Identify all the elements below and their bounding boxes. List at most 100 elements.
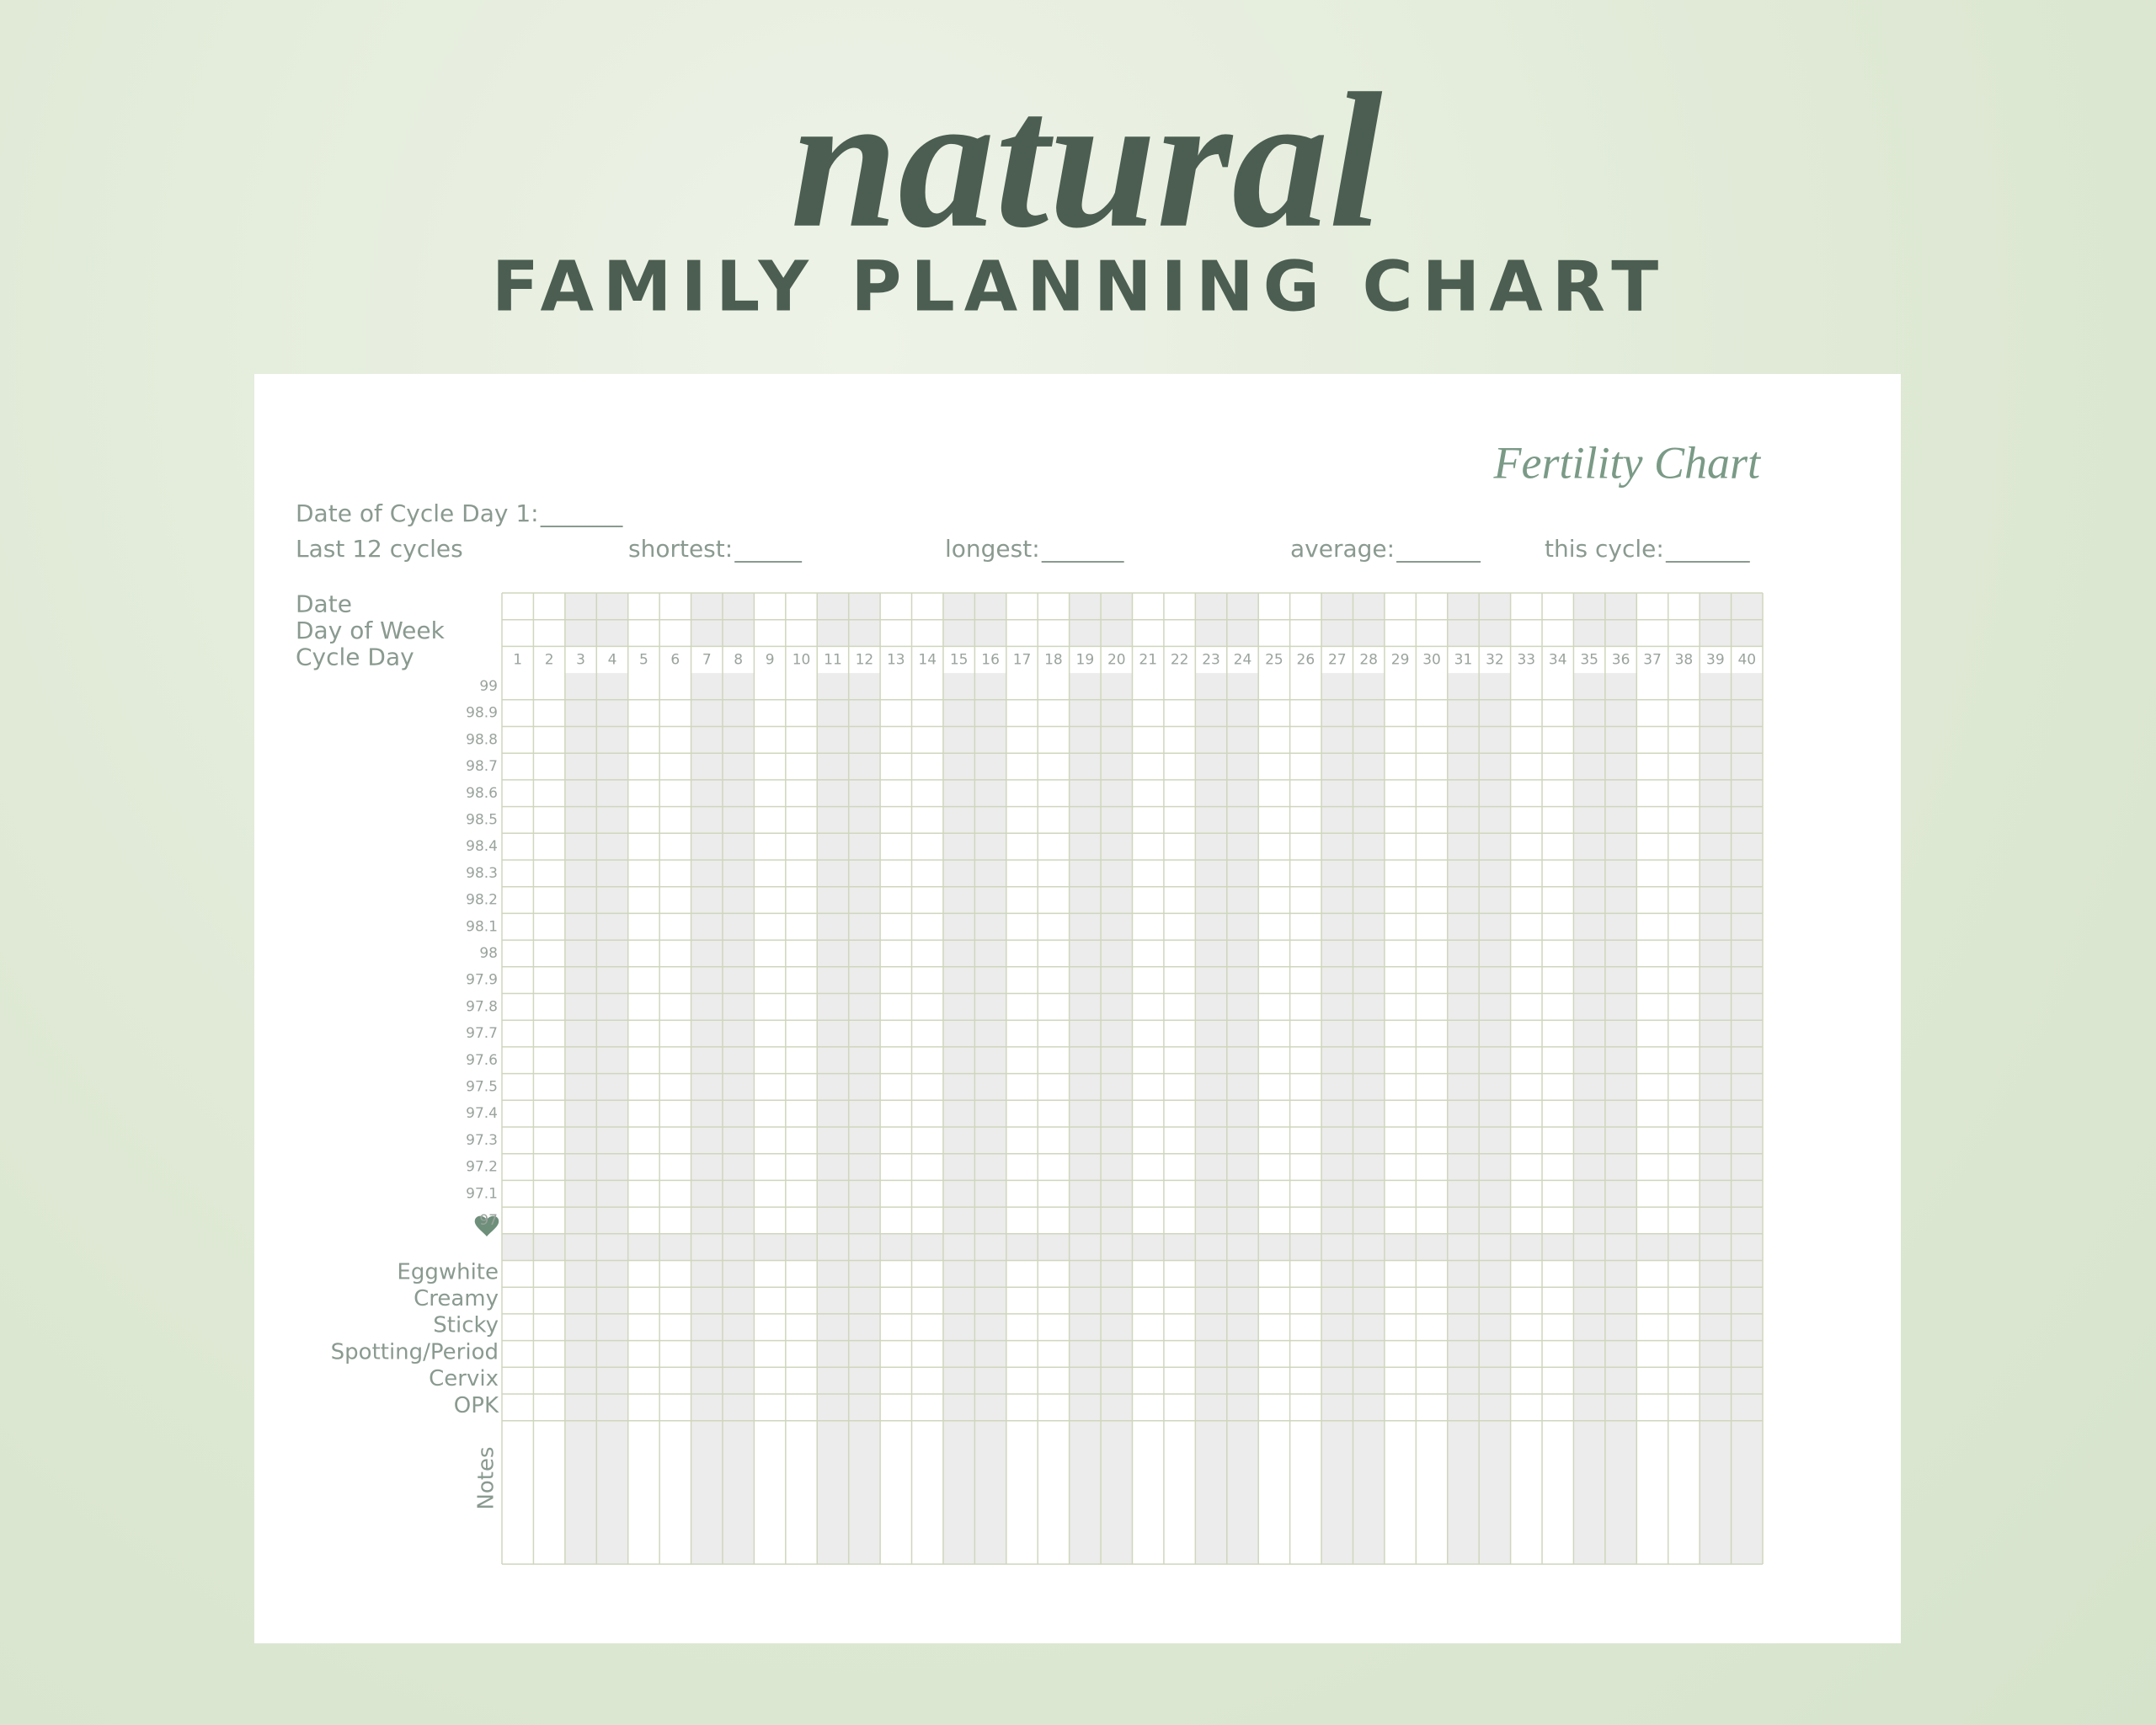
column-shade: [722, 593, 755, 1564]
column-shade: [1479, 593, 1511, 1564]
grid: [501, 592, 1764, 1565]
temperature-label: 97.8: [466, 998, 498, 1015]
temperature-label: 98.8: [466, 731, 498, 748]
cycle-day: 9: [766, 651, 775, 668]
temperature-label: 98.5: [466, 811, 498, 828]
cycle-day: 24: [1234, 651, 1252, 668]
notes-label: Notes: [474, 1446, 499, 1509]
cycle-day: 6: [670, 651, 680, 668]
observation-label: OPK: [454, 1393, 499, 1418]
column-shade: [1195, 593, 1227, 1564]
temperature-label: 97.6: [466, 1052, 498, 1069]
cycle-day: 7: [702, 651, 712, 668]
column-shade: [1353, 593, 1385, 1564]
field-label: longest:: [945, 535, 1040, 563]
column-shade: [564, 593, 597, 1564]
cycle-day: 16: [981, 651, 1000, 668]
row-label: Cycle Day: [296, 644, 414, 671]
column-shade: [942, 593, 975, 1564]
main-title: FAMILY PLANNING CHART: [492, 247, 1668, 327]
cycle-day: 39: [1706, 651, 1725, 668]
row-label: Date: [296, 590, 352, 617]
temperature-label: 98.9: [466, 705, 498, 722]
cycle-day: 21: [1139, 651, 1157, 668]
cycle-day: 4: [608, 651, 617, 668]
temperature-label: 97.2: [466, 1159, 498, 1176]
cycle-day: 17: [1013, 651, 1032, 668]
column-shade: [1069, 593, 1102, 1564]
column-shade: [974, 593, 1006, 1564]
column-shade: [1226, 593, 1259, 1564]
cycle-day: 8: [734, 651, 743, 668]
heart-icon: [474, 1215, 499, 1236]
column-shade: [1101, 593, 1133, 1564]
cycle-day: 37: [1643, 651, 1662, 668]
cycle-day: 32: [1486, 651, 1504, 668]
cycle-day: 19: [1076, 651, 1095, 668]
temperature-label: 97.4: [466, 1105, 498, 1122]
observation-label: Sticky: [433, 1313, 499, 1338]
cycle-day: 29: [1391, 651, 1410, 668]
temperature-label: 97.3: [466, 1132, 498, 1149]
cycle-day: 2: [545, 651, 554, 668]
temperature-label: 98.1: [466, 918, 498, 935]
temperature-label: 98.7: [466, 758, 498, 775]
cycle-day: 12: [856, 651, 874, 668]
cycle-day: 5: [639, 651, 648, 668]
cycle-day: 11: [824, 651, 842, 668]
field-label: this cycle:: [1545, 535, 1664, 563]
cycle-day: 36: [1612, 651, 1630, 668]
observation-label: Creamy: [414, 1286, 499, 1311]
cycle-day: 33: [1517, 651, 1535, 668]
column-shade: [596, 593, 628, 1564]
observation-label: Eggwhite: [397, 1259, 499, 1284]
temperature-label: 98.2: [466, 892, 498, 909]
script-title: natural: [790, 53, 1382, 268]
temperature-label: 97: [479, 1212, 498, 1229]
column-shade: [1700, 593, 1732, 1564]
column-shade: [1731, 593, 1763, 1564]
cycle-day: 31: [1454, 651, 1473, 668]
sheet-title: Fertility Chart: [1493, 437, 1762, 488]
temperature-label: 98.3: [466, 865, 498, 882]
column-shade: [848, 593, 881, 1564]
column-shade: [691, 593, 723, 1564]
column-shade: [1321, 593, 1353, 1564]
cycle-day: 34: [1549, 651, 1567, 668]
field-label: Last 12 cycles: [296, 535, 463, 563]
observation-label: Cervix: [429, 1366, 499, 1391]
cycle-day: 14: [918, 651, 937, 668]
cycle-day: 40: [1737, 651, 1756, 668]
temperature-label: 97.5: [466, 1078, 498, 1095]
field-label: shortest:: [628, 535, 733, 563]
cycle-day: 15: [950, 651, 969, 668]
cycle-day: 13: [887, 651, 905, 668]
cycle-day: 30: [1422, 651, 1441, 668]
cycle-day: 18: [1044, 651, 1063, 668]
column-shade: [1447, 593, 1480, 1564]
cycle-day: 20: [1107, 651, 1126, 668]
field-label: Date of Cycle Day 1:: [296, 499, 539, 527]
cycle-day: 23: [1202, 651, 1220, 668]
column-shade: [1573, 593, 1605, 1564]
cycle-day: 26: [1297, 651, 1315, 668]
column-shade: [1604, 593, 1637, 1564]
observation-label: Spotting/Period: [331, 1339, 499, 1365]
temperature-label: 98: [479, 945, 498, 962]
cycle-day: 10: [792, 651, 811, 668]
row-label: Day of Week: [296, 617, 446, 644]
cycle-day: 3: [576, 651, 585, 668]
temperature-label: 99: [479, 678, 498, 695]
cycle-day: 22: [1171, 651, 1189, 668]
cycle-day: 1: [513, 651, 522, 668]
temperature-label: 97.1: [466, 1185, 498, 1202]
column-shade: [817, 593, 849, 1564]
cycle-day: 28: [1359, 651, 1378, 668]
cycle-day: 35: [1580, 651, 1598, 668]
temperature-label: 98.4: [466, 838, 498, 855]
temperature-label: 98.6: [466, 785, 498, 802]
cycle-day: 38: [1675, 651, 1694, 668]
cycle-day: 25: [1265, 651, 1283, 668]
